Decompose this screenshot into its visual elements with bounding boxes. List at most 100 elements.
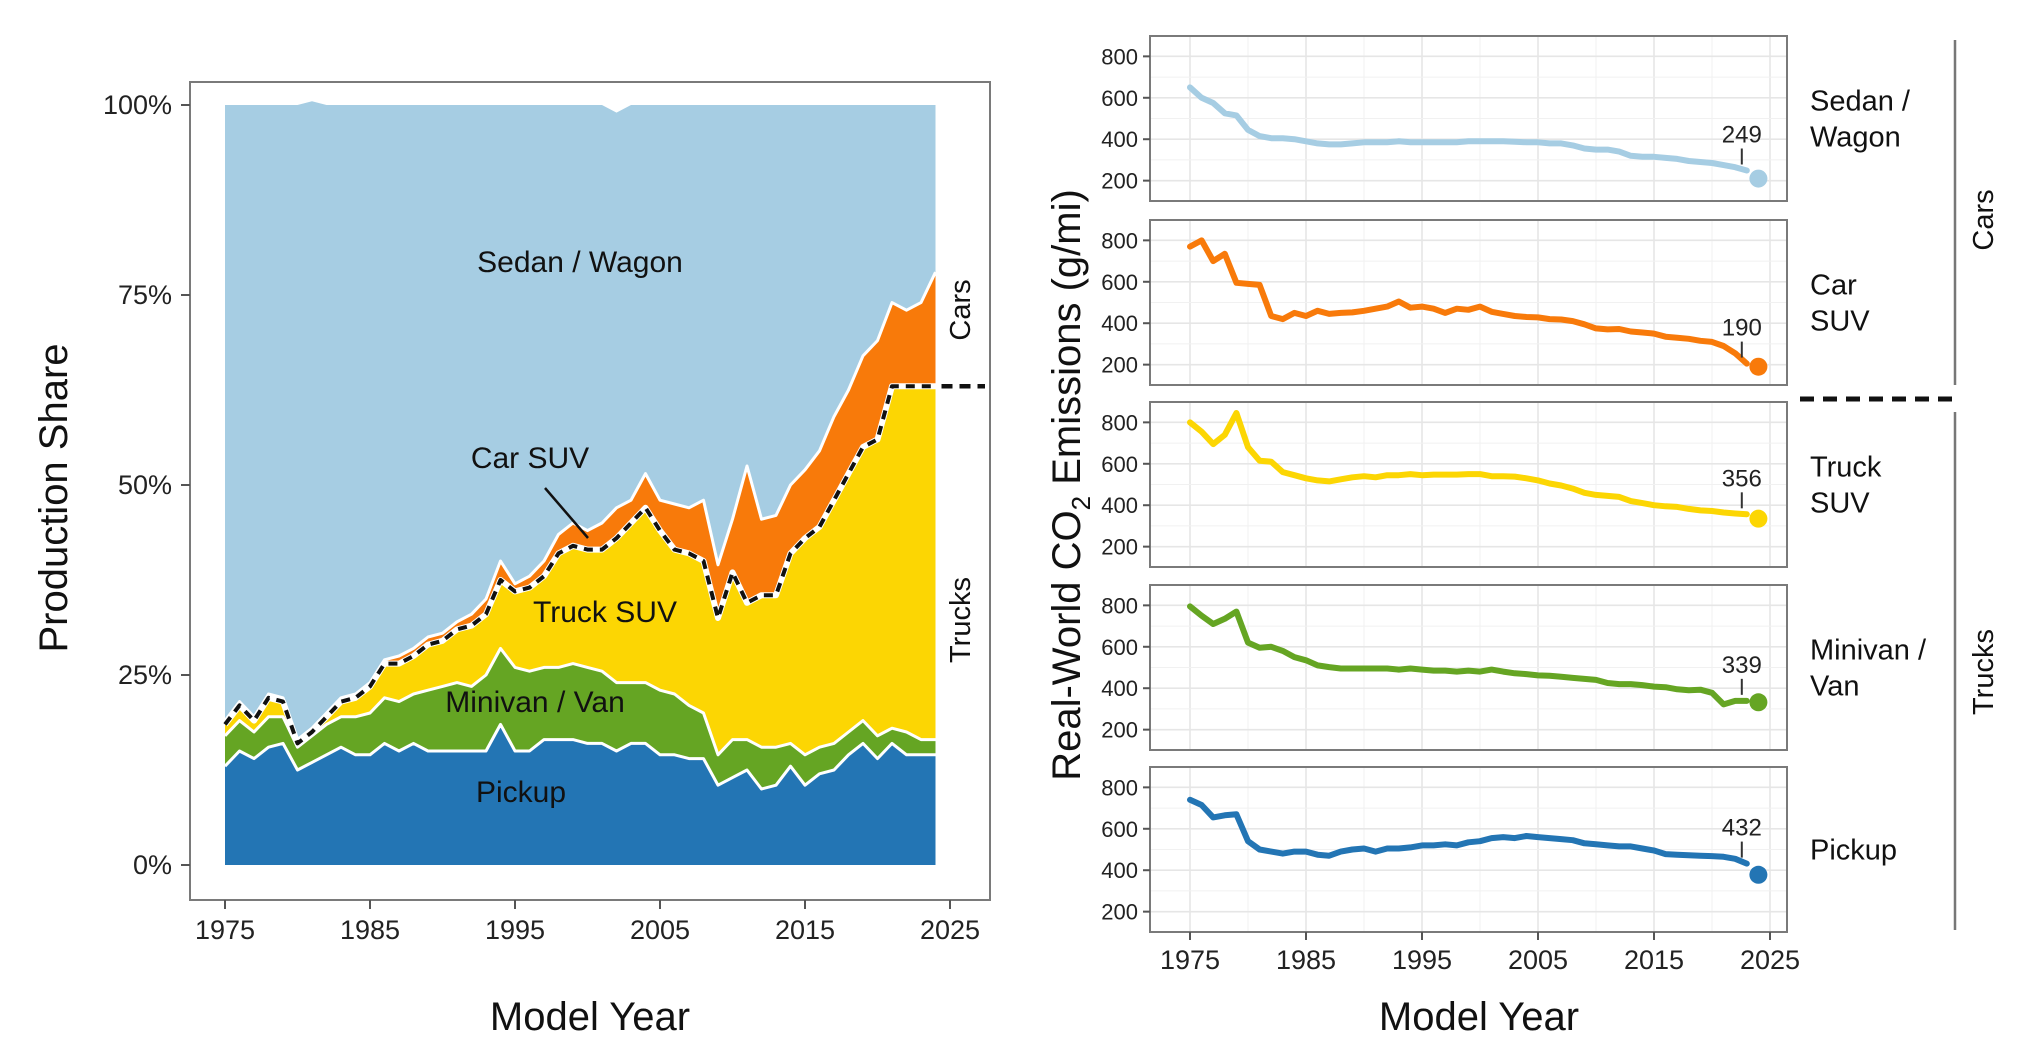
end-value-label: 190 <box>1722 315 1762 342</box>
left-axes: 0% 25% 50% 75% 100% 1975 1985 1995 2005 2015 2025 <box>103 90 980 945</box>
end-value-label: 249 <box>1722 121 1762 148</box>
left-y-axis-title: Production Share <box>32 343 76 652</box>
series-line <box>1187 796 1750 867</box>
y-tick-label: 400 <box>1101 311 1138 336</box>
panel-truck-suv: 200 400 600 800 356 Truck SUV <box>1101 401 1882 568</box>
strip-label: SUV <box>1810 488 1870 520</box>
y-tick-label: 200 <box>1101 169 1138 194</box>
y-tick-label: 400 <box>1101 493 1138 518</box>
cars-trucks-divider <box>223 384 936 746</box>
end-value-label: 432 <box>1722 815 1762 842</box>
end-point <box>1749 357 1768 376</box>
end-point <box>1749 509 1768 528</box>
left-trucks-label: Trucks <box>945 577 977 663</box>
y-tick-label: 200 <box>1101 353 1138 378</box>
y-tick-label: 600 <box>1101 452 1138 477</box>
x-tick-label: 2005 <box>1508 945 1568 975</box>
x-tick-label: 1985 <box>1276 945 1336 975</box>
strip-label: Minivan / <box>1810 635 1927 667</box>
y-tick-label: 600 <box>1101 270 1138 295</box>
x-tick-label: 1995 <box>485 915 545 945</box>
strip-label: Wagon <box>1810 122 1901 154</box>
left-cars-label: Cars <box>945 279 977 340</box>
panel-pickup: 200 400 600 800 432 Pickup <box>1101 766 1897 933</box>
area-pickup <box>225 724 936 865</box>
x-tick-label: 1975 <box>195 915 255 945</box>
strip-label: SUV <box>1810 306 1870 338</box>
panel-border <box>1149 35 1788 202</box>
car-suv-pointer <box>544 487 589 539</box>
panel-sedan-wagon: 200 400 600 800 249 Sedan / Wagon <box>1101 35 1911 202</box>
x-tick-label: 1985 <box>340 915 400 945</box>
x-tick-label: 2015 <box>775 915 835 945</box>
area-labels: Sedan / Wagon Car SUV Truck SUV Minivan / V… <box>445 246 977 809</box>
panel-border <box>1149 584 1788 751</box>
strip-label: Van <box>1810 671 1859 703</box>
y-tick-label: 50% <box>118 470 172 500</box>
series-line <box>1187 237 1750 367</box>
panel-border <box>1149 401 1788 568</box>
area-sedan-wagon <box>225 101 936 740</box>
strip-label: Car <box>1810 270 1857 302</box>
y-tick-label: 800 <box>1101 593 1138 618</box>
end-value-label: 356 <box>1722 465 1762 492</box>
area-car-suv <box>225 272 936 744</box>
ylabel-suffix: Emissions (g/mi) <box>1045 189 1089 496</box>
right-cars-label: Cars <box>1968 189 2000 250</box>
y-tick-label: 800 <box>1101 228 1138 253</box>
y-tick-label: 75% <box>118 280 172 310</box>
y-tick-label: 400 <box>1101 676 1138 701</box>
x-tick-label: 2025 <box>1740 945 1800 975</box>
y-tick-label: 800 <box>1101 775 1138 800</box>
ylabel-main: Real-World CO <box>1045 510 1089 780</box>
right-y-axis-title: Real-World CO2 Emissions (g/mi) <box>1045 189 1096 781</box>
left-plot-border <box>189 81 991 901</box>
right-x-axis: 1975 1985 1995 2005 2015 2025 <box>1160 932 1800 975</box>
x-tick-label: 2025 <box>920 915 980 945</box>
y-tick-label: 400 <box>1101 127 1138 152</box>
right-trucks-label: Trucks <box>1968 629 2000 715</box>
series-line <box>1187 603 1750 708</box>
y-tick-label: 600 <box>1101 635 1138 660</box>
boundary-car-suv <box>223 271 937 742</box>
y-tick-label: 100% <box>103 90 172 120</box>
panel-minivan-van: 200 400 600 800 339 Minivan / Van <box>1101 584 1927 751</box>
x-tick-label: 1995 <box>1392 945 1452 975</box>
y-tick-label: 600 <box>1101 86 1138 111</box>
end-point <box>1749 865 1768 884</box>
panel-car-suv: 200 400 600 800 190 Car SUV <box>1101 219 1870 386</box>
strip-label: Truck <box>1810 452 1882 484</box>
label-car-suv: Car SUV <box>471 442 589 475</box>
boundary-pickup <box>223 722 936 791</box>
vehicle-group-brackets: Cars Trucks <box>1800 40 2000 930</box>
co2-emissions-facets: 200 400 600 800 249 Sedan / Wagon 200 400 600 800 1… <box>1045 35 2000 1039</box>
area-minivan-van <box>225 648 936 789</box>
x-tick-label: 1975 <box>1160 945 1220 975</box>
y-tick-label: 0% <box>133 850 172 880</box>
end-point <box>1749 169 1768 188</box>
end-value-label: 339 <box>1722 652 1762 679</box>
y-tick-label: 400 <box>1101 858 1138 883</box>
panel-border <box>1149 766 1788 933</box>
strip-label: Pickup <box>1810 835 1897 867</box>
x-tick-label: 2015 <box>1624 945 1684 975</box>
label-pickup: Pickup <box>476 776 566 809</box>
stacked-areas <box>222 101 985 865</box>
panel-border <box>1149 219 1788 386</box>
end-point <box>1749 693 1768 712</box>
y-tick-label: 800 <box>1101 44 1138 69</box>
production-share-chart: Sedan / Wagon Car SUV Truck SUV Minivan / V… <box>32 81 991 1039</box>
y-tick-label: 800 <box>1101 410 1138 435</box>
label-minivan-van: Minivan / Van <box>445 686 625 719</box>
right-x-axis-title: Model Year <box>1379 995 1579 1039</box>
boundary-minivan-van <box>223 646 936 757</box>
y-tick-label: 200 <box>1101 718 1138 743</box>
y-tick-label: 200 <box>1101 900 1138 925</box>
series-line <box>1187 84 1750 174</box>
y-tick-label: 600 <box>1101 817 1138 842</box>
strip-label: Sedan / <box>1810 86 1911 118</box>
x-tick-label: 2005 <box>630 915 690 945</box>
y-tick-label: 200 <box>1101 535 1138 560</box>
ylabel-subscript: 2 <box>1066 496 1096 510</box>
